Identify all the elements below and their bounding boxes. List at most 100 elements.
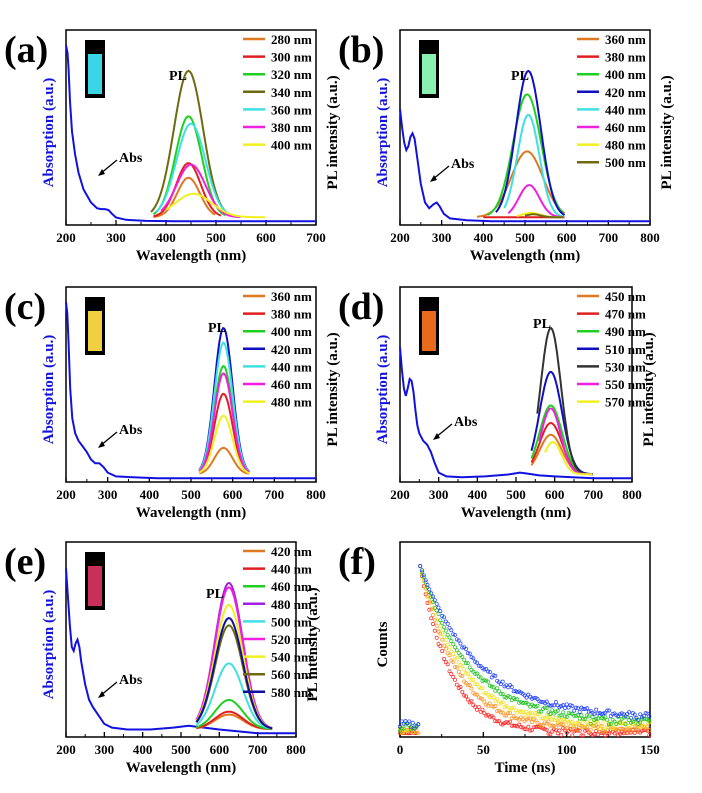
decay-point [627,726,632,731]
decay-point [520,709,525,714]
legend-label: 360 nm [605,32,646,47]
x-tick-label: 400 [140,487,160,502]
decay-point [643,724,648,729]
decay-point [537,725,542,729]
decay-point [502,695,507,699]
decay-point [630,719,635,724]
decay-point [548,714,553,719]
decay-point [535,712,540,717]
decay-point [462,693,467,698]
x-axis-label: Time (ns) [495,760,556,776]
decay-point [596,716,600,721]
decay-point [467,683,472,687]
decay-point [533,725,538,729]
decay-point [530,720,534,724]
decay-point [555,731,560,736]
decay-point [431,594,435,599]
decay-point [500,700,505,705]
abs-curve [399,108,650,223]
decay-point [434,635,439,640]
decay-point [640,716,644,721]
decay-point [497,718,501,723]
decay-point [443,638,448,642]
y-axis-label-left: Absorption (a.u.) [375,78,391,188]
decay-point [436,611,441,616]
decay-point [559,704,564,709]
decay-point [506,711,511,716]
decay-series [398,564,652,736]
decay-point [458,673,463,678]
decay-series [398,564,652,731]
decay-point [629,715,633,720]
decay-point [517,722,522,727]
decay-point [608,714,613,719]
decay-point [632,724,637,729]
decay-point [498,710,503,715]
decay-point [495,686,500,691]
legend-label: 450 nm [605,289,646,304]
legend-label: 420 nm [271,544,312,559]
decay-point [482,699,487,704]
decay-point [621,727,626,732]
pl-curve [503,113,565,218]
decay-point [526,716,531,721]
decay-point [442,634,446,639]
decay-point [473,692,478,697]
legend-label: 480 nm [605,138,646,153]
decay-point [469,699,474,704]
legend: 420 nm 440 nm 460 nm 480 nm 500 nm 520 nm 540 … [243,544,312,700]
x-tick-label: 700 [599,230,619,245]
decay-point [473,704,478,709]
decay-point [445,621,450,626]
decay-point [432,628,437,633]
x-tick-label: 600 [557,230,577,245]
x-tick-label: 300 [429,487,449,502]
decay-point [619,711,624,716]
decay-point [577,716,582,721]
decay-point [440,630,445,635]
decay-point [475,660,479,665]
x-tick-label: 500 [181,487,201,502]
decay-point [464,671,468,676]
legend: 450 nm 470 nm 490 nm 510 nm 530 nm 550 nm 570 … [577,289,646,410]
decay-point [599,724,604,729]
decay-point [425,590,430,595]
decay-point [647,718,652,723]
decay-point [416,722,421,727]
decay-point [451,651,456,656]
decay-point [596,720,600,725]
legend-label: 400 nm [605,67,646,82]
decay-point [594,707,599,712]
decay-point [473,682,478,687]
pl-curve [165,192,265,219]
vial-glow [88,566,102,606]
decay-point [586,709,591,714]
x-tick-label: 700 [265,487,285,502]
legend-label: 470 nm [605,307,646,322]
decay-point [592,711,597,716]
vial-glow [88,54,102,94]
decay-point [475,671,479,676]
decay-point [627,718,632,723]
decay-point [647,728,652,733]
decay-point [581,733,586,738]
pl-curve [198,341,250,473]
decay-point [579,725,584,730]
decay-point [508,719,512,724]
decay-point [627,710,632,715]
decay-point [487,670,492,674]
decay-point [431,622,435,626]
decay-point [478,675,483,680]
decay-point [601,718,606,723]
decay-point [486,679,490,684]
decay-point [577,728,582,733]
y-axis-label-left: Absorption (a.u.) [375,335,391,445]
plot-border [399,541,651,738]
legend-label: 510 nm [605,342,646,357]
abs-curve [65,45,316,223]
pl-curve [198,372,250,474]
x-tick-label: 200 [390,230,410,245]
decay-point [454,637,459,642]
decay-point [467,675,472,680]
legend-label: 570 nm [605,395,646,410]
